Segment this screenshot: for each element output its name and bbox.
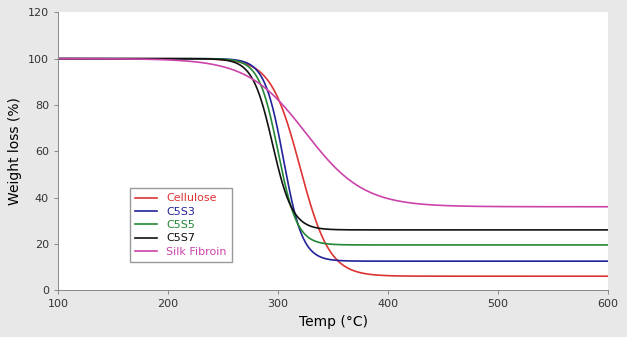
Silk Fibroin <box>594 205 601 209</box>
Silk Fibroin <box>117 57 125 61</box>
Silk Fibroin <box>265 89 273 93</box>
Cellulose <box>594 274 601 278</box>
C5S3 <box>55 57 62 61</box>
C5S7 <box>55 57 62 61</box>
C5S7 <box>150 57 157 61</box>
C5S5 <box>534 243 542 247</box>
Line: C5S5: C5S5 <box>58 59 608 245</box>
Legend: Cellulose, C5S3, C5S5, C5S7, Silk Fibroin: Cellulose, C5S3, C5S5, C5S7, Silk Fibroi… <box>130 188 233 262</box>
Silk Fibroin <box>55 57 62 61</box>
C5S5 <box>265 109 273 113</box>
Cellulose <box>117 57 125 61</box>
Line: C5S7: C5S7 <box>58 59 608 230</box>
Line: Silk Fibroin: Silk Fibroin <box>58 59 608 207</box>
Cellulose <box>150 57 157 61</box>
C5S5 <box>604 243 611 247</box>
C5S5 <box>289 210 297 214</box>
C5S3 <box>289 203 297 207</box>
C5S7 <box>594 228 601 232</box>
X-axis label: Temp (°C): Temp (°C) <box>298 315 367 329</box>
Silk Fibroin <box>604 205 612 209</box>
C5S5 <box>55 57 62 61</box>
C5S5 <box>594 243 601 247</box>
Cellulose <box>534 274 542 278</box>
Cellulose <box>604 274 612 278</box>
C5S7 <box>289 208 297 212</box>
C5S3 <box>150 57 157 61</box>
Silk Fibroin <box>289 115 297 119</box>
C5S3 <box>265 93 273 97</box>
Line: C5S3: C5S3 <box>58 59 608 261</box>
C5S3 <box>534 259 542 263</box>
C5S7 <box>265 127 273 131</box>
C5S7 <box>117 57 125 61</box>
Cellulose <box>55 57 62 61</box>
C5S7 <box>534 228 542 232</box>
Y-axis label: Weight loss (%): Weight loss (%) <box>8 97 23 205</box>
C5S5 <box>150 57 157 61</box>
Cellulose <box>289 139 297 143</box>
C5S5 <box>117 57 125 61</box>
C5S3 <box>594 259 601 263</box>
C5S3 <box>117 57 125 61</box>
Cellulose <box>265 80 273 84</box>
C5S7 <box>604 228 612 232</box>
C5S5 <box>604 243 612 247</box>
C5S3 <box>604 259 612 263</box>
Line: Cellulose: Cellulose <box>58 59 608 276</box>
Silk Fibroin <box>150 57 157 61</box>
Silk Fibroin <box>534 205 542 209</box>
